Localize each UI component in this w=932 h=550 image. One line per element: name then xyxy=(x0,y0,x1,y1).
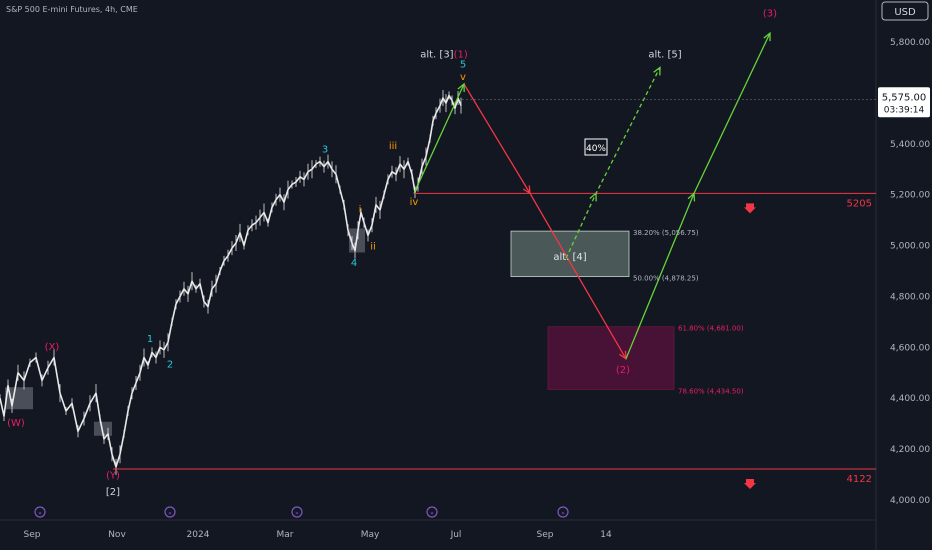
x-tick-label: Jul xyxy=(450,530,462,540)
y-tick-label: 4,600.00 xyxy=(890,343,930,353)
y-tick-label: 4,800.00 xyxy=(890,292,930,302)
event-marker-glyph: » xyxy=(295,510,299,517)
y-tick-label: 4,400.00 xyxy=(890,394,930,404)
wave-label: (3) xyxy=(763,9,777,20)
event-marker-icon[interactable] xyxy=(164,506,176,518)
wave-label: (Y) xyxy=(106,470,120,481)
event-marker-icon[interactable] xyxy=(426,506,438,518)
fib-zone[interactable] xyxy=(547,326,675,390)
price-tag[interactable] xyxy=(878,87,930,118)
event-marker-icon[interactable] xyxy=(557,506,569,518)
x-tick-label: Sep xyxy=(537,530,554,540)
projection-path[interactable] xyxy=(463,83,627,360)
wave-label: 3 xyxy=(322,145,328,156)
projection-arrowhead xyxy=(457,82,465,92)
y-tick-label: 4,000.00 xyxy=(890,496,930,506)
projection-arrowhead xyxy=(589,192,597,202)
x-tick-label: Sep xyxy=(24,530,41,540)
projection-path[interactable] xyxy=(413,83,465,194)
price-tag-value: 5,575.00 xyxy=(882,92,927,103)
x-tick-label: May xyxy=(361,530,380,540)
event-marker-glyph: » xyxy=(430,510,434,517)
zone-name-label: alt. [4] xyxy=(553,252,586,263)
probability-box xyxy=(584,138,608,156)
probability-label: 40% xyxy=(586,144,606,154)
chart-title: S&P 500 E-mini Futures, 4h, CME xyxy=(6,5,138,14)
projection-arrowhead xyxy=(522,185,531,195)
fib-label-bottom: 78.60% (4,434.50) xyxy=(678,387,744,395)
wave-label: (2) xyxy=(616,365,630,376)
currency-label: USD xyxy=(894,7,916,18)
wave-label: iii xyxy=(389,141,397,152)
y-tick-label: 5,200.00 xyxy=(890,191,930,201)
event-marker-icon[interactable] xyxy=(34,506,46,518)
wave-label: iv xyxy=(410,197,419,208)
wave-label: alt. [5] xyxy=(648,49,681,60)
pivot-highlight-box xyxy=(94,421,112,436)
wave-label: v xyxy=(460,72,466,83)
event-marker-glyph: » xyxy=(561,510,565,517)
fib-label-top: 61.80% (4,681.00) xyxy=(678,325,744,333)
projection-path[interactable] xyxy=(625,32,771,360)
projection-arrowhead xyxy=(687,192,696,202)
y-tick-label: 5,400.00 xyxy=(890,140,930,150)
wave-label: [2] xyxy=(106,487,120,498)
event-marker-glyph: » xyxy=(38,510,42,517)
fib-zone[interactable] xyxy=(510,230,630,277)
event-marker-glyph: » xyxy=(168,510,172,517)
y-tick-label: 4,200.00 xyxy=(890,445,930,455)
y-tick-label: 5,800.00 xyxy=(890,38,930,48)
wave-label: 5 xyxy=(460,59,466,70)
y-tick-label: 5,000.00 xyxy=(890,242,930,252)
fib-label-top: 38.20% (5,056.75) xyxy=(633,229,699,237)
x-tick-label: 14 xyxy=(600,530,612,540)
price-tag-countdown: 03:39:14 xyxy=(884,105,925,115)
down-arrow-icon xyxy=(744,478,756,489)
down-arrow-icon xyxy=(744,203,756,214)
x-tick-label: Nov xyxy=(108,530,126,540)
level-label: 4122 xyxy=(847,474,872,485)
currency-box[interactable] xyxy=(881,1,929,21)
wave-label: ii xyxy=(370,241,376,252)
price-axis-panel[interactable] xyxy=(876,0,932,550)
wave-label: (W) xyxy=(7,418,25,429)
alt-3-label: alt. [3](1) xyxy=(420,49,468,60)
x-tick-label: Mar xyxy=(277,530,294,540)
event-marker-icon[interactable] xyxy=(291,506,303,518)
wave-label: 2 xyxy=(167,360,173,371)
wave-label: (X) xyxy=(45,342,60,353)
level-label: 5205 xyxy=(847,198,872,209)
x-tick-label: 2024 xyxy=(187,530,210,540)
projection-arrowhead xyxy=(763,31,771,42)
wave-label: i xyxy=(359,204,362,215)
wave-label: 1 xyxy=(147,334,153,345)
fib-label-bottom: 50.00% (4,878.25) xyxy=(633,275,699,283)
wave-label: 4 xyxy=(351,258,357,269)
projection-arrowhead xyxy=(653,66,661,76)
